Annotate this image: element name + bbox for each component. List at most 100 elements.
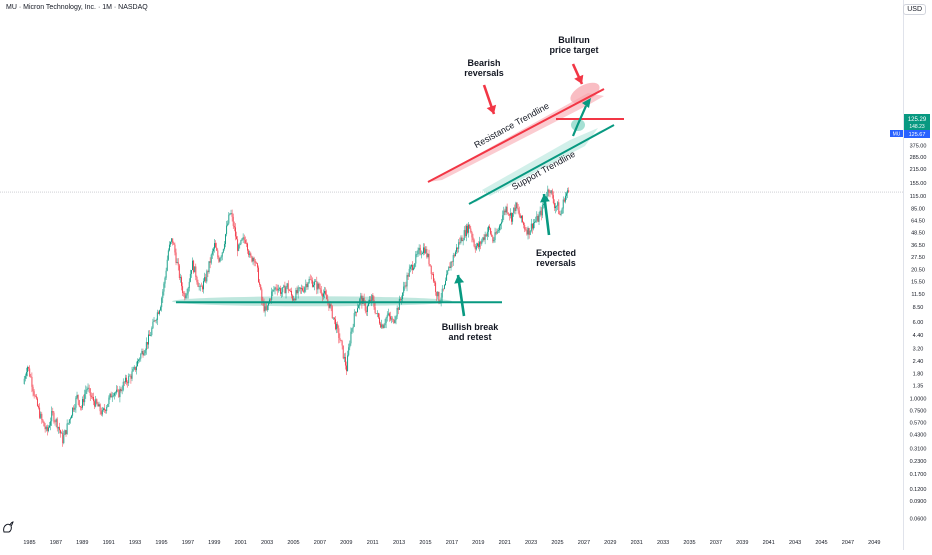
candle <box>476 242 478 248</box>
candle <box>432 271 434 283</box>
candle-body <box>274 287 276 290</box>
candle <box>425 246 427 254</box>
candle-body <box>524 224 526 230</box>
y-tick-label: 2.40 <box>913 359 924 365</box>
candle-body <box>536 215 538 221</box>
candle-body <box>71 415 72 419</box>
x-tick-label: 2037 <box>710 540 722 546</box>
candle-body <box>344 356 346 366</box>
candle <box>429 264 431 267</box>
candle-body <box>385 317 387 324</box>
y-tick-label: 0.0900 <box>910 499 927 505</box>
candle <box>413 264 415 271</box>
y-tick-label: 15.50 <box>911 279 925 285</box>
candle <box>230 209 232 215</box>
candle <box>315 279 317 282</box>
candle <box>67 422 69 425</box>
candle-body <box>418 247 420 251</box>
candle-body <box>313 285 314 287</box>
candle-body <box>229 213 231 215</box>
candle-body <box>192 260 193 271</box>
candle-body <box>253 257 255 262</box>
candle-body <box>207 271 209 273</box>
candle <box>473 238 475 248</box>
y-tick-label: 155.00 <box>910 181 927 187</box>
candle-body <box>288 290 290 291</box>
candle <box>159 309 160 316</box>
candle <box>193 259 195 274</box>
candle-body <box>24 375 26 379</box>
candle <box>403 281 405 297</box>
candle-body <box>49 425 50 428</box>
candle <box>435 280 437 296</box>
candle <box>446 270 448 281</box>
candle <box>152 318 154 330</box>
price-axis[interactable]: 655.00495.00375.00285.00215.00155.00115.… <box>910 120 927 523</box>
candle <box>148 330 149 349</box>
candle <box>189 269 191 283</box>
candle-body <box>219 258 221 262</box>
candle-body <box>380 323 382 328</box>
x-tick-label: 2047 <box>842 540 854 546</box>
candle <box>516 202 518 209</box>
x-tick-label: 2005 <box>287 540 299 546</box>
candle <box>57 426 59 434</box>
candle-body <box>387 313 389 315</box>
candle-body <box>113 393 115 396</box>
candle-body <box>394 320 396 323</box>
candle-body <box>393 319 395 323</box>
candle-body <box>45 426 47 430</box>
candle <box>402 292 404 302</box>
candle <box>285 285 287 299</box>
candle <box>249 250 251 258</box>
last-price-badge-bg <box>904 114 930 130</box>
support-trendline <box>468 124 615 205</box>
candle-body <box>557 202 559 206</box>
tradingview-logo-icon[interactable] <box>2 520 14 534</box>
candle-body <box>107 403 109 408</box>
candle-body <box>284 285 286 294</box>
candle <box>417 247 419 257</box>
candle <box>102 407 104 412</box>
candle <box>518 206 520 218</box>
candle <box>463 226 465 241</box>
candle-body <box>164 277 166 284</box>
candle <box>503 206 505 221</box>
currency-button[interactable]: USD <box>903 4 926 15</box>
candle-body <box>244 240 246 244</box>
candle <box>320 285 322 296</box>
candle-body <box>447 270 449 275</box>
candle-body <box>361 295 363 304</box>
x-tick-label: 2025 <box>551 540 563 546</box>
candle <box>210 253 212 265</box>
candle-body <box>479 241 481 248</box>
candle <box>352 323 354 333</box>
candles <box>23 185 570 447</box>
time-axis[interactable]: 1985 1987 1989 1991 1993 1995 1997 1999 2001 2003… <box>23 540 880 546</box>
candle-body <box>448 266 450 271</box>
candle-body <box>353 313 355 327</box>
candle <box>560 210 562 217</box>
candle-body <box>151 328 153 335</box>
candle <box>232 213 234 229</box>
candle <box>520 215 522 223</box>
candle-body <box>264 306 266 312</box>
candle <box>513 207 515 217</box>
candle-body <box>392 318 394 320</box>
candle-body <box>530 223 532 231</box>
candle <box>214 239 215 253</box>
candle-body <box>396 307 398 317</box>
candle-body <box>239 244 241 246</box>
candle-body <box>548 189 550 193</box>
x-tick-label: 2015 <box>419 540 431 546</box>
candle <box>95 395 97 408</box>
candle <box>166 255 168 272</box>
candle <box>511 212 512 225</box>
drawings-background <box>0 82 903 307</box>
y-tick-label: 27.50 <box>911 255 925 261</box>
candle-body <box>428 253 430 265</box>
candle-body <box>230 213 232 214</box>
candle <box>106 405 108 414</box>
